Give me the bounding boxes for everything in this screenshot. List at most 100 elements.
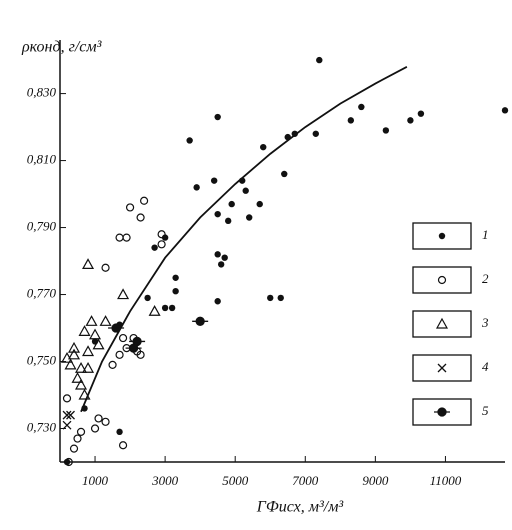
point — [64, 457, 73, 467]
point — [136, 350, 145, 359]
point — [99, 315, 112, 326]
point — [161, 304, 169, 312]
legend-label: 5 — [482, 403, 489, 418]
legend-box — [412, 398, 472, 426]
point — [382, 127, 390, 134]
x-tick-label: 9000 — [362, 473, 389, 488]
point — [186, 137, 193, 144]
legend-box — [412, 266, 472, 294]
point — [118, 333, 128, 343]
x-tick-label: 11000 — [430, 473, 462, 488]
point — [228, 200, 235, 208]
point — [136, 213, 145, 222]
point — [151, 244, 158, 251]
legend-box — [412, 222, 472, 250]
point — [116, 428, 123, 436]
point — [214, 113, 221, 121]
point — [81, 405, 88, 412]
point — [417, 110, 425, 117]
point — [291, 130, 298, 137]
legend-marker — [438, 232, 446, 240]
point — [214, 251, 221, 258]
y-tick-label: 0,750 — [27, 353, 57, 368]
point — [101, 417, 110, 426]
point — [172, 287, 179, 295]
point — [157, 240, 166, 249]
y-tick-label: 0,830 — [27, 85, 57, 100]
point — [62, 410, 72, 420]
point — [82, 345, 95, 357]
point — [168, 304, 176, 312]
point — [82, 361, 95, 373]
point — [224, 217, 232, 225]
point — [284, 133, 291, 141]
point — [192, 316, 209, 326]
point — [407, 117, 414, 124]
point — [242, 187, 249, 194]
legend-marker — [437, 363, 447, 373]
point — [239, 177, 246, 184]
legend-label: 2 — [482, 271, 489, 286]
x-tick-label: 5000 — [222, 473, 249, 488]
legend-label: 3 — [481, 315, 489, 330]
point — [117, 288, 130, 300]
point — [217, 261, 225, 268]
y-tick-label: 0,790 — [27, 219, 57, 234]
legend-marker — [437, 275, 447, 285]
legend-box — [412, 310, 472, 338]
point — [312, 130, 319, 137]
legend-box — [412, 354, 472, 382]
point — [94, 414, 103, 423]
point — [281, 170, 288, 178]
point — [115, 233, 124, 242]
y-tick-label: 0,730 — [27, 419, 57, 434]
point — [157, 230, 166, 239]
point — [67, 348, 81, 360]
y-axis-label: ρконд, г/см³ — [21, 39, 102, 56]
point — [214, 298, 221, 305]
point — [256, 200, 263, 208]
point — [85, 315, 98, 326]
point — [82, 258, 95, 269]
legend-marker — [434, 407, 450, 417]
point — [76, 427, 86, 436]
point — [214, 210, 221, 218]
point — [78, 325, 91, 336]
point — [78, 388, 91, 400]
point — [139, 196, 149, 205]
point — [210, 177, 218, 184]
point — [193, 184, 200, 191]
point — [73, 434, 82, 443]
point — [75, 361, 88, 373]
y-tick-label: 0,770 — [27, 286, 57, 301]
point — [108, 360, 117, 369]
point — [277, 294, 284, 302]
point — [67, 341, 81, 353]
point — [62, 394, 72, 403]
point — [125, 203, 135, 212]
point — [75, 378, 88, 390]
x-tick-label: 7000 — [292, 473, 319, 488]
point — [316, 56, 323, 64]
point — [92, 338, 105, 350]
point — [221, 254, 228, 261]
point — [122, 233, 131, 242]
point — [148, 305, 161, 316]
point — [161, 234, 169, 241]
point — [64, 358, 77, 370]
x-tick-label: 3000 — [151, 473, 179, 488]
point — [246, 214, 253, 221]
point — [260, 143, 267, 151]
legend-label: 4 — [482, 359, 489, 374]
x-axis-label: ГФисх, м³/м³ — [256, 499, 344, 516]
y-tick-label: 0,810 — [27, 152, 57, 167]
point — [115, 350, 124, 359]
point — [101, 263, 110, 272]
point — [118, 441, 128, 450]
point — [66, 410, 75, 420]
point — [144, 294, 151, 302]
point — [125, 343, 142, 353]
point — [358, 103, 365, 111]
point — [501, 107, 509, 114]
